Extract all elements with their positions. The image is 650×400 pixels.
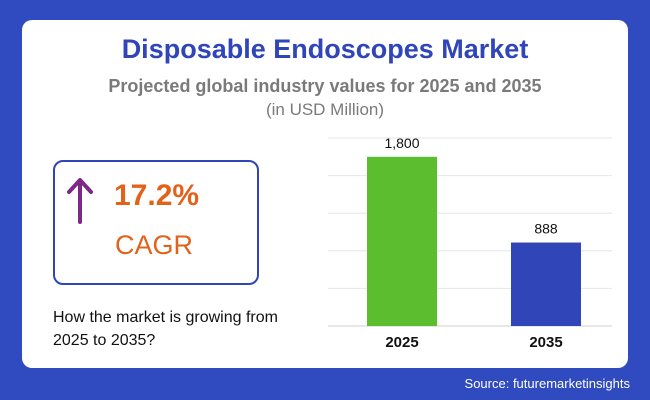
arrow-up-icon [67,178,93,224]
chart-card: Disposable Endoscopes Market Projected g… [22,20,628,368]
bar-2035 [511,242,581,326]
growth-question: How the market is growing from 2025 to 2… [53,309,278,349]
bar-chart: 1,800 2025 888 2035 [328,135,612,351]
page-title: Disposable Endoscopes Market [121,34,529,64]
cagr-value: 17.2% [114,179,200,212]
bar-2025 [367,156,437,326]
data-label-2035: 888 [534,221,558,237]
data-label-2025: 1,800 [384,135,419,151]
x-tick-2035: 2035 [529,334,562,351]
cagr-box: 17.2% CAGR [53,160,259,285]
page-subtitle: Projected global industry values for 202… [108,76,542,96]
x-tick-2025: 2025 [385,334,418,351]
unit-note: (in USD Million) [265,100,385,119]
cagr-label: CAGR [115,230,194,260]
source-note: Source: futuremarketinsights [464,376,630,391]
